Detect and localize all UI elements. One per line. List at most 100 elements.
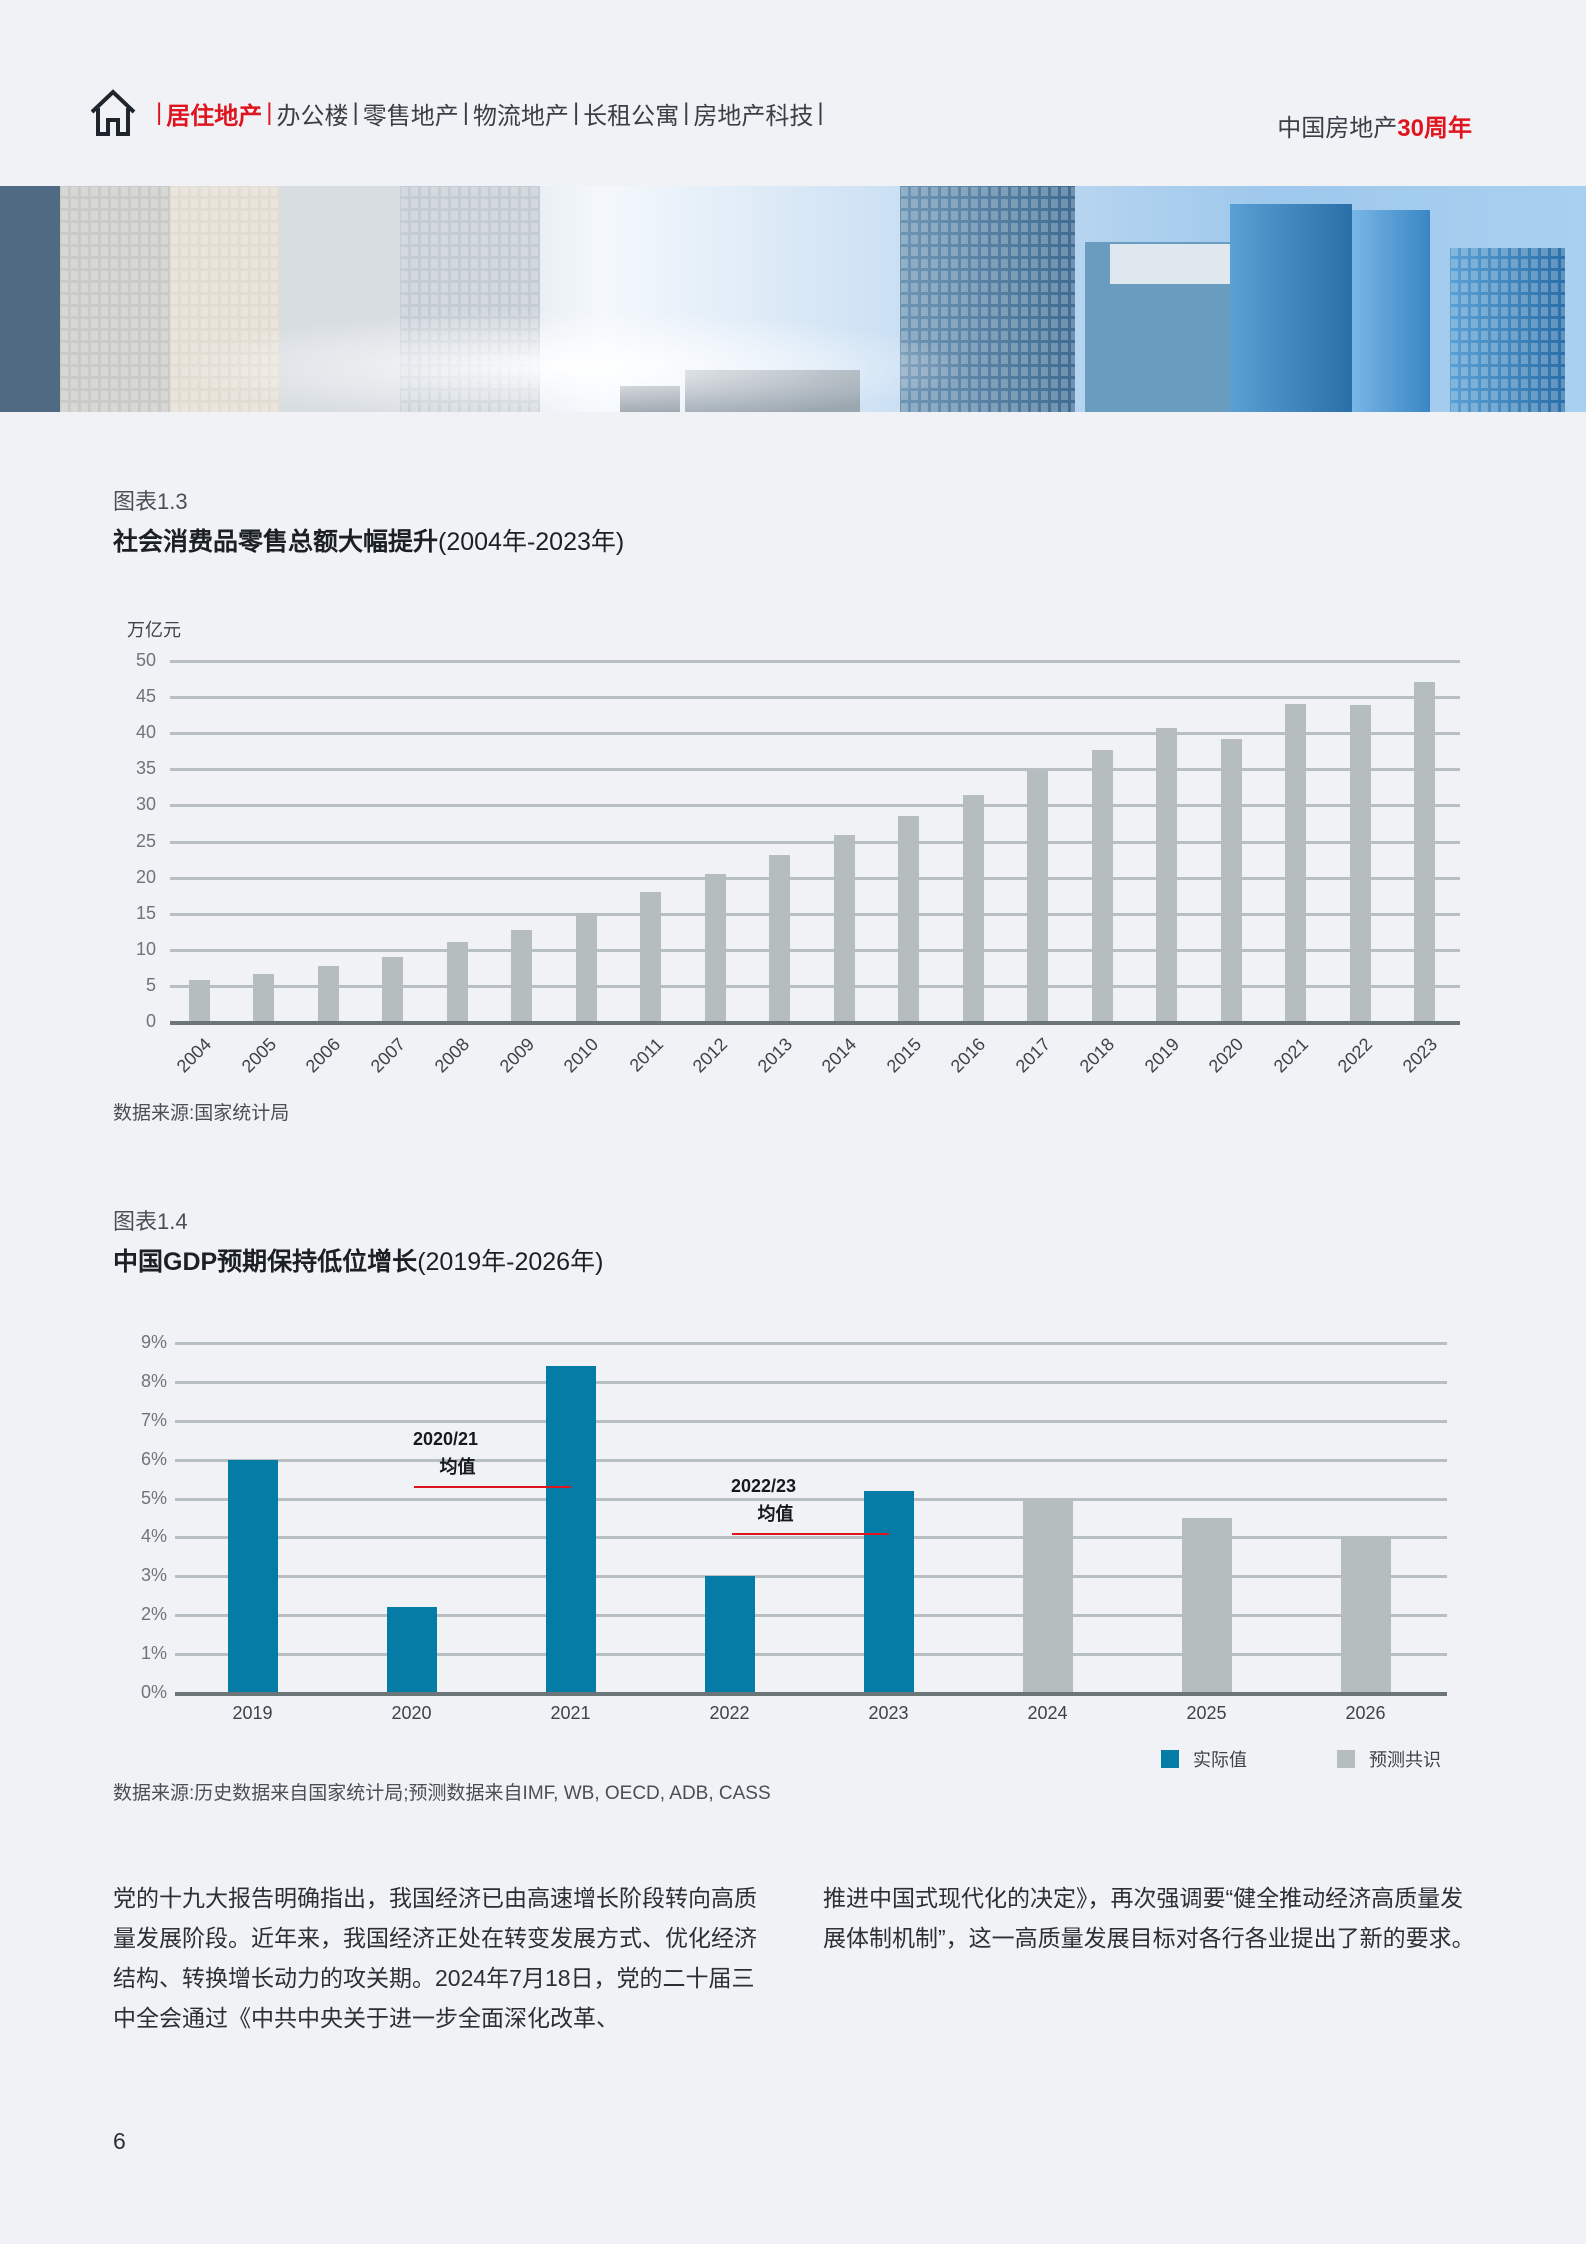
chart1-y-tick: 30 bbox=[135, 794, 156, 815]
chart1-bar-2015 bbox=[898, 815, 920, 1022]
chart1-bar-2013 bbox=[769, 855, 791, 1022]
chart1-y-tick: 40 bbox=[135, 722, 156, 743]
chart2-x-tick: 2022 bbox=[709, 1703, 750, 1723]
chart1-bar-2023 bbox=[1414, 681, 1436, 1022]
chart2-bar-2022 bbox=[704, 1576, 755, 1693]
chart1-y-tick: 5 bbox=[145, 974, 156, 995]
nav-item-1[interactable]: 办公楼 bbox=[276, 102, 349, 130]
chart2-y-tick: 8% bbox=[140, 1370, 167, 1391]
chart1-gridline bbox=[170, 660, 1460, 663]
nav-separator: | bbox=[572, 99, 580, 126]
figure1-title-sub: (2004年-2023年) bbox=[438, 528, 625, 556]
chart2-y-tick: 1% bbox=[140, 1643, 167, 1664]
figure1-title: 社会消费品零售总额大幅提升(2004年-2023年) bbox=[113, 522, 624, 558]
chart1-bar-2012 bbox=[704, 873, 726, 1022]
brand-prefix: 中国房地产 bbox=[1277, 115, 1398, 142]
chart2-x-tick: 2021 bbox=[550, 1703, 591, 1723]
chart2-y-tick: 3% bbox=[140, 1565, 167, 1586]
chart1-bar-2004 bbox=[188, 980, 210, 1022]
annotation-label: 均值 bbox=[757, 1503, 794, 1524]
chart2-x-axis bbox=[175, 1692, 1447, 1696]
chart1-y-unit: 万亿元 bbox=[127, 620, 181, 640]
figure2-title-bold: 中国GDP预期保持低位增长 bbox=[113, 1248, 418, 1276]
legend-swatch-1 bbox=[1337, 1750, 1355, 1768]
city-skyline-illustration bbox=[0, 186, 1586, 412]
chart1-gridline bbox=[170, 876, 1460, 880]
body-paragraph-col1: 党的十九大报告明确指出，我国经济已由高速增长阶段转向高质量发展阶段。近年来，我国… bbox=[113, 1885, 757, 2031]
nav-separator: | bbox=[683, 99, 690, 126]
nav-separator: | bbox=[266, 99, 273, 126]
figure2-title-sub: (2019年-2026年) bbox=[417, 1248, 604, 1276]
chart1-y-tick: 20 bbox=[135, 866, 156, 887]
figure2-label: 图表1.4 bbox=[113, 1209, 188, 1234]
chart2-x-tick: 2023 bbox=[868, 1703, 909, 1723]
chart1-y-tick: 45 bbox=[135, 686, 156, 707]
figure1-source: 数据来源:国家统计局 bbox=[113, 1103, 290, 1124]
chart1-gridline bbox=[170, 768, 1460, 772]
chart2-y-tick: 6% bbox=[140, 1448, 167, 1469]
chart2-gridline bbox=[175, 1342, 1447, 1345]
nav-separator: | bbox=[462, 99, 469, 126]
chart1-bar-2005 bbox=[253, 974, 275, 1022]
nav-separator: | bbox=[156, 99, 163, 126]
annotation-period: 2020/21 bbox=[412, 1428, 479, 1449]
figure2-source: 数据来源:历史数据来自国家统计局;预测数据来自IMF, WB, OECD, AD… bbox=[113, 1783, 771, 1804]
average-line-1 bbox=[731, 1532, 889, 1535]
chart2-gridline bbox=[175, 1653, 1447, 1657]
nav-item-5[interactable]: 房地产科技 bbox=[693, 102, 814, 130]
annotation-period: 2022/23 bbox=[730, 1475, 797, 1496]
chart2-y-tick: 7% bbox=[140, 1409, 167, 1430]
chart2-x-tick: 2020 bbox=[391, 1703, 432, 1723]
nav-separator: | bbox=[817, 99, 824, 126]
legend-label: 预测共识 bbox=[1369, 1750, 1441, 1770]
chart2-y-tick: 2% bbox=[140, 1604, 167, 1625]
legend-swatch-0 bbox=[1161, 1750, 1179, 1768]
chart1-bar-2020 bbox=[1220, 738, 1242, 1022]
chart2-x-tick: 2024 bbox=[1027, 1703, 1068, 1723]
chart1-y-tick: 35 bbox=[135, 758, 156, 779]
house-icon[interactable] bbox=[88, 88, 138, 138]
legend-item-1: 预测共识 bbox=[1337, 1746, 1441, 1772]
chart1-bar-2016 bbox=[962, 794, 984, 1022]
nav-list: | 居住地产 | 办公楼 | 零售地产 | 物流地产 | 长租公寓 | 房地产科技 | bbox=[152, 96, 828, 131]
chart2-gridline bbox=[175, 1497, 1447, 1501]
chart2-y-tick: 0% bbox=[140, 1682, 167, 1702]
nav-item-4[interactable]: 长租公寓 bbox=[583, 102, 680, 130]
chart1-bar-2011 bbox=[640, 892, 662, 1022]
chart2-y-tick: 9% bbox=[140, 1332, 167, 1352]
chart1-bar-2021 bbox=[1285, 704, 1307, 1022]
chart1-bar-2018 bbox=[1091, 749, 1113, 1022]
body-paragraph-col2: 推进中国式现代化的决定》，再次强调要“健全推动经济高质量发展体制机制”，这一高质… bbox=[823, 1885, 1475, 1951]
chart1-bar-2006 bbox=[317, 966, 339, 1022]
chart1-y-tick: 10 bbox=[135, 938, 156, 959]
chart1-gridline bbox=[170, 840, 1460, 844]
chart2-bar-2020 bbox=[386, 1607, 437, 1693]
chart1-y-tick: 25 bbox=[135, 830, 156, 851]
brand-title: 中国房地产30周年 bbox=[1277, 108, 1472, 143]
chart1-gridline bbox=[170, 732, 1460, 736]
chart1-bar-2007 bbox=[382, 957, 404, 1022]
chart2-bar-2025 bbox=[1181, 1518, 1232, 1693]
top-navigation: | 居住地产 | 办公楼 | 零售地产 | 物流地产 | 长租公寓 | 房地产科技 | bbox=[88, 88, 828, 138]
chart1-bar-2022 bbox=[1349, 705, 1371, 1022]
chart1-x-axis bbox=[170, 1021, 1460, 1025]
retail-sales-bar-chart: 万亿元 0 5 10 15 20 25 30 35 40 45 50 2004 2005 2006 2007… bbox=[127, 620, 1460, 1076]
chart1-bar-2008 bbox=[446, 941, 468, 1022]
chart1-y-tick: 50 bbox=[135, 650, 156, 670]
chart2-bar-2023 bbox=[863, 1490, 914, 1693]
nav-item-0[interactable]: 居住地产 bbox=[166, 102, 263, 130]
legend-item-0: 实际值 bbox=[1161, 1746, 1247, 1772]
annotation-label: 均值 bbox=[439, 1456, 476, 1477]
banner-image bbox=[0, 186, 1586, 412]
average-annotation-1: 2022/23 均值 bbox=[704, 1472, 824, 1528]
chart2-bar-2026 bbox=[1340, 1537, 1391, 1693]
chart1-gridline bbox=[170, 948, 1460, 952]
average-annotation-0: 2020/21 均值 bbox=[386, 1425, 506, 1481]
chart1-bar-2010 bbox=[575, 912, 597, 1022]
nav-item-2[interactable]: 零售地产 bbox=[362, 102, 459, 130]
chart2-gridline bbox=[175, 1575, 1447, 1579]
chart2-y-tick: 5% bbox=[140, 1487, 167, 1508]
nav-item-3[interactable]: 物流地产 bbox=[472, 102, 569, 130]
chart2-gridline bbox=[175, 1380, 1447, 1384]
chart1-bar-2019 bbox=[1156, 728, 1178, 1022]
